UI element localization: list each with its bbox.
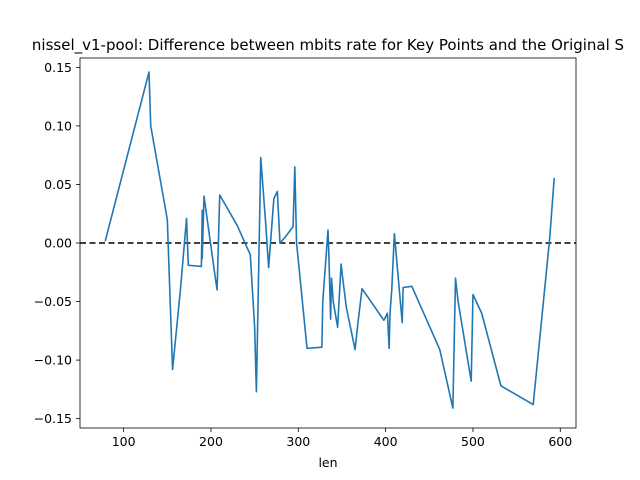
y-tick-label: 0.05 — [44, 177, 72, 192]
x-tick-label: 100 — [112, 434, 136, 449]
x-tick-label: 500 — [461, 434, 485, 449]
series-line-0 — [104, 71, 555, 409]
chart-title: nissel_v1-pool: Difference between mbits… — [32, 36, 624, 55]
y-tick-label: −0.15 — [34, 411, 72, 426]
x-tick-label: 200 — [199, 434, 223, 449]
y-tick-label: 0.15 — [44, 60, 72, 75]
y-tick-label: −0.05 — [34, 294, 72, 309]
x-tick-label: 400 — [374, 434, 398, 449]
x-tick-label: 300 — [286, 434, 310, 449]
y-tick-label: 0.00 — [44, 236, 72, 251]
x-axis-label: len — [318, 455, 337, 470]
x-tick-label: 600 — [548, 434, 572, 449]
y-tick-label: 0.10 — [44, 118, 72, 133]
y-tick-label: −0.10 — [34, 353, 72, 368]
